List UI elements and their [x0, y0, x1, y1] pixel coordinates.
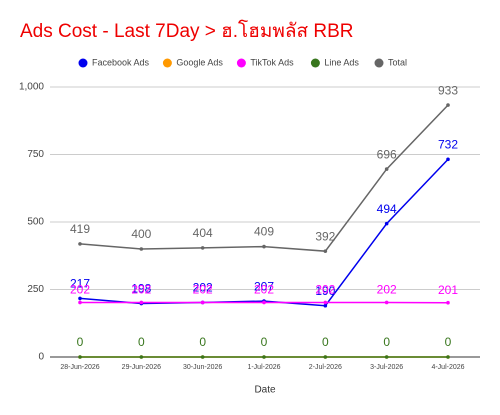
data-label: 0 — [199, 335, 206, 349]
data-label: 0 — [445, 335, 452, 349]
data-label: 202 — [254, 283, 274, 297]
legend-marker — [162, 58, 172, 68]
data-point — [262, 244, 266, 249]
legend-marker — [236, 58, 246, 68]
legend-marker — [374, 58, 384, 68]
data-point — [384, 167, 389, 171]
legend-marker — [78, 58, 88, 68]
data-label: 201 — [438, 283, 458, 297]
x-tick-label: 4-Jul-2026 — [431, 364, 464, 371]
data-label: 409 — [254, 225, 274, 239]
data-point — [384, 300, 389, 305]
x-axis-label: Date — [254, 385, 276, 396]
data-point — [446, 355, 450, 359]
data-point — [139, 355, 144, 359]
data-point — [446, 103, 450, 107]
legend-marker — [310, 58, 320, 68]
x-tick-label: 3-Jul-2026 — [370, 364, 403, 371]
data-point — [78, 242, 82, 246]
data-point — [78, 355, 82, 359]
x-tick-label: 2-Jul-2026 — [309, 364, 342, 371]
data-label: 0 — [77, 335, 84, 349]
legend-label: Total — [388, 57, 407, 67]
data-label: 202 — [193, 283, 213, 297]
y-tick-label: 250 — [27, 284, 44, 295]
data-label: 494 — [377, 202, 397, 216]
data-label: 202 — [193, 281, 213, 295]
legend-label: Line Ads — [324, 57, 359, 67]
chart-title: Ads Cost - Last 7Day > ฮ.โฮมพลัส RBR — [20, 19, 354, 42]
data-label: 0 — [261, 335, 268, 349]
x-tick-label: 29-Jun-2026 — [122, 364, 161, 371]
data-label: 419 — [70, 222, 90, 236]
data-point — [384, 221, 389, 226]
data-label: 198 — [131, 282, 151, 296]
legend-label: TikTok Ads — [250, 57, 294, 67]
legend-label: Google Ads — [176, 57, 223, 67]
y-tick-label: 1,000 — [19, 82, 44, 93]
data-point — [262, 355, 266, 359]
data-point — [200, 355, 205, 359]
data-point — [446, 300, 450, 305]
data-point — [200, 300, 205, 305]
data-label: 404 — [193, 226, 213, 240]
data-label: 0 — [383, 335, 390, 349]
data-point — [323, 249, 328, 253]
legend-label: Facebook Ads — [92, 57, 150, 67]
data-label: 400 — [131, 227, 151, 241]
y-tick-label: 0 — [38, 352, 44, 363]
data-label: 0 — [322, 335, 329, 349]
x-tick-label: 28-Jun-2026 — [60, 364, 99, 371]
data-point — [446, 157, 450, 162]
data-label: 202 — [131, 283, 151, 297]
y-tick-label: 500 — [27, 217, 44, 228]
data-label: 696 — [377, 147, 397, 161]
data-label: 207 — [254, 279, 274, 293]
data-label: 202 — [377, 283, 397, 297]
data-label: 392 — [315, 229, 335, 243]
x-tick-label: 30-Jun-2026 — [183, 364, 222, 371]
data-label: 0 — [138, 335, 145, 349]
data-label: 933 — [438, 83, 458, 97]
data-point — [323, 355, 328, 359]
data-label: 217 — [70, 277, 90, 291]
data-point — [323, 300, 328, 305]
x-tick-label: 1-Jul-2026 — [247, 364, 280, 371]
data-label: 202 — [315, 283, 335, 297]
data-label: 202 — [70, 283, 90, 297]
data-point — [78, 300, 82, 305]
data-label: 190 — [315, 284, 335, 298]
data-point — [262, 300, 266, 305]
data-point — [384, 355, 389, 359]
data-point — [200, 246, 205, 250]
data-point — [139, 247, 144, 251]
y-tick-label: 750 — [27, 149, 44, 160]
data-point — [78, 296, 82, 301]
data-point — [139, 300, 144, 305]
data-point — [323, 303, 328, 308]
data-label: 732 — [438, 138, 458, 152]
